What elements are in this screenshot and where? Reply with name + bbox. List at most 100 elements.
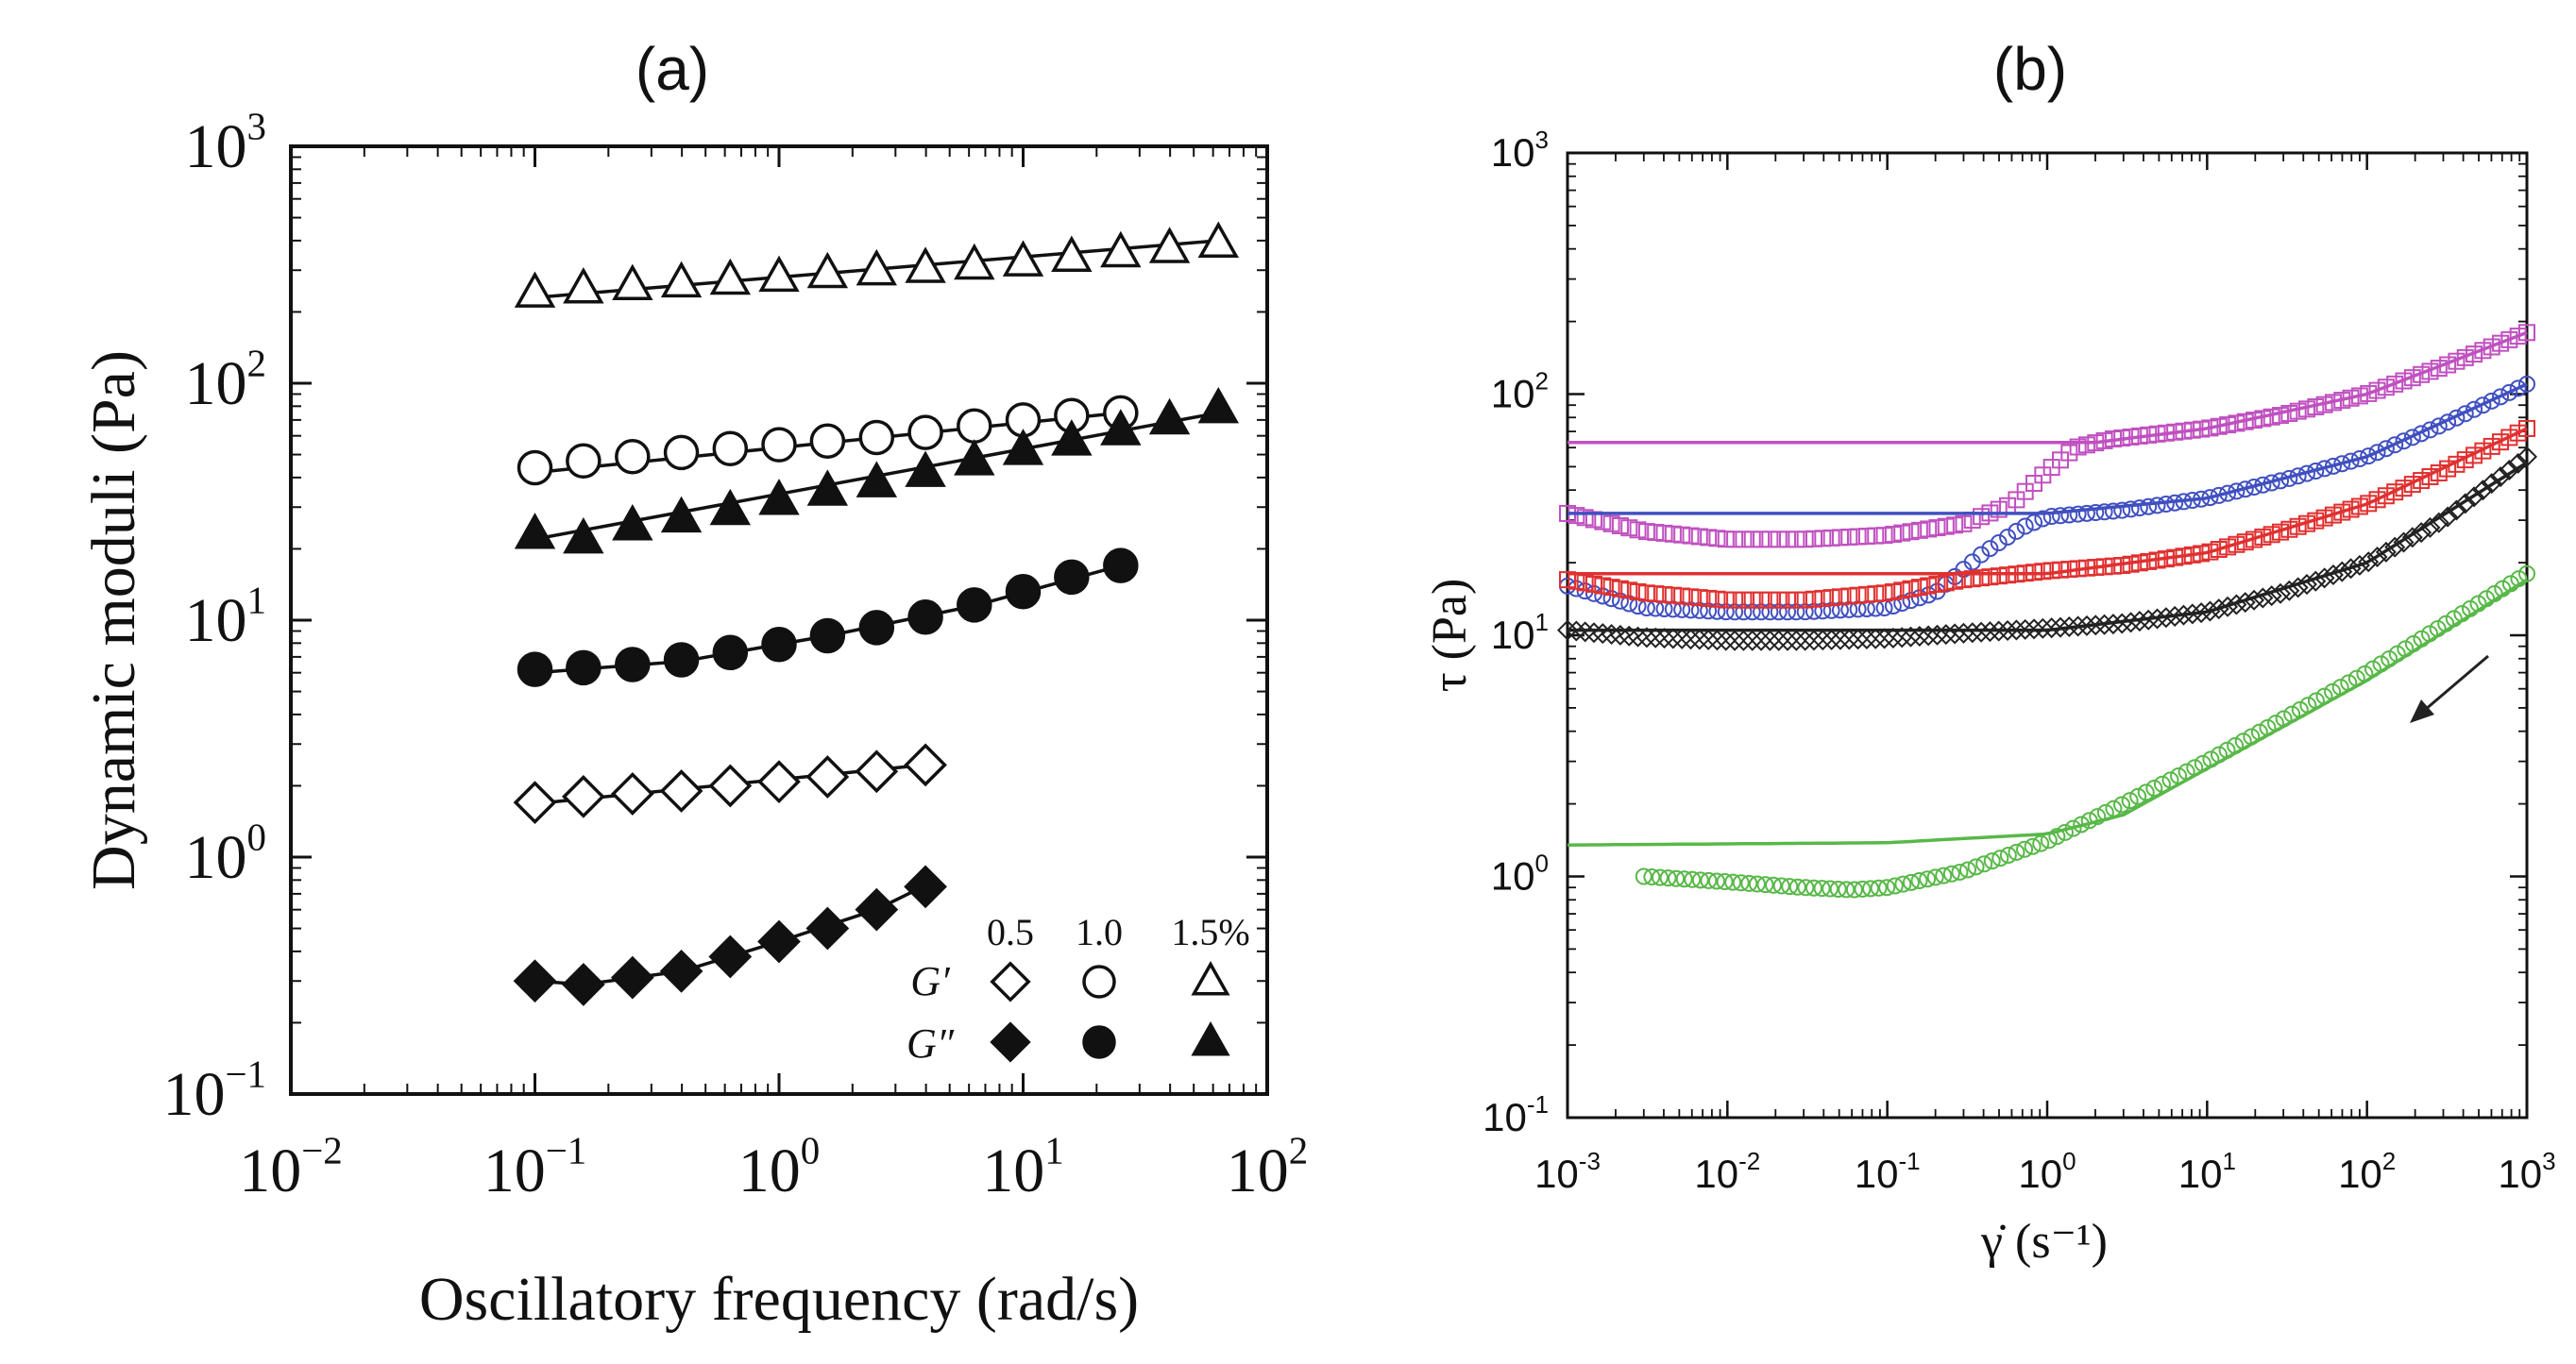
data-point-b xyxy=(2140,497,2158,515)
data-point-b xyxy=(2121,792,2139,810)
data-point-b xyxy=(1822,880,1839,898)
data-point-b xyxy=(2008,522,2025,540)
data-point-b xyxy=(1813,880,1831,898)
data-point-b xyxy=(1918,625,1940,647)
data-point-b xyxy=(2518,419,2535,437)
data-point-b xyxy=(1926,868,1944,886)
legend-label-g-double-prime: G″ xyxy=(907,1020,955,1067)
x-axis-label-a: Oscillatory frequency (rad/s) xyxy=(419,1265,1139,1334)
data-point-a xyxy=(659,949,703,993)
data-point-b xyxy=(1928,519,1946,537)
data-point-b xyxy=(2377,379,2395,396)
data-point-b xyxy=(1651,868,1669,886)
y-tick-label-b: 100 xyxy=(1491,850,1549,899)
data-point-b xyxy=(1910,521,1928,539)
data-point-b xyxy=(1664,525,1682,543)
data-point-b xyxy=(2210,541,2228,559)
data-point-b xyxy=(2509,424,2527,442)
data-point-b xyxy=(1786,630,1807,651)
data-point-b xyxy=(1788,591,1805,609)
data-point-b xyxy=(2095,503,2113,521)
data-point-b xyxy=(1829,880,1847,898)
data-point-a xyxy=(904,743,947,787)
data-point-b xyxy=(1556,619,1579,641)
data-point-b xyxy=(2181,603,2203,625)
data-point-a xyxy=(563,267,604,304)
data-point-b xyxy=(2113,501,2131,519)
data-point-a xyxy=(1148,227,1191,263)
data-point-b xyxy=(1983,852,2001,870)
data-point-b xyxy=(1708,530,1726,547)
data-point-a xyxy=(904,865,947,909)
data-point-b xyxy=(1973,546,1991,564)
data-point-b xyxy=(1664,600,1682,618)
data-point-b xyxy=(1886,877,1904,895)
data-point-b xyxy=(1618,625,1640,647)
data-point-b xyxy=(2386,375,2404,393)
data-point-b xyxy=(1770,530,1788,548)
data-point-b xyxy=(1973,508,1991,526)
data-point-b xyxy=(1990,567,2008,585)
data-point-b xyxy=(1902,592,1920,610)
data-point-b xyxy=(1690,589,1708,607)
data-point-b xyxy=(1717,591,1735,609)
panel-label-b: (b) xyxy=(1993,35,2067,103)
data-point-b xyxy=(1643,868,1661,886)
data-point-b xyxy=(1988,620,2009,642)
data-point-b xyxy=(1997,619,2019,642)
data-point-b xyxy=(2500,330,2518,348)
data-point-a xyxy=(858,610,895,646)
data-point-a xyxy=(709,488,752,526)
data-point-b xyxy=(2474,396,2492,414)
data-point-b xyxy=(2087,504,2105,522)
data-point-b xyxy=(1902,873,1920,891)
data-point-b xyxy=(1743,591,1761,609)
data-point-a xyxy=(806,469,849,506)
data-point-b xyxy=(2474,342,2492,360)
data-point-b xyxy=(2060,506,2078,524)
data-point-a xyxy=(1100,409,1142,446)
data-point-b xyxy=(2041,617,2062,639)
data-point-b xyxy=(1839,629,1860,650)
data-point-b xyxy=(1753,603,1771,621)
data-point-a xyxy=(957,587,992,623)
data-point-b xyxy=(1788,530,1805,548)
y-tick-label-b: 101 xyxy=(1491,608,1549,657)
data-point-b xyxy=(2077,436,2095,454)
data-point-b xyxy=(1942,865,1960,883)
arrow-head xyxy=(2410,699,2434,723)
data-point-b xyxy=(2419,516,2441,538)
data-point-b xyxy=(2008,843,2025,861)
data-point-b xyxy=(1602,579,1620,597)
data-point-b xyxy=(1726,591,1744,609)
data-point-b xyxy=(1854,880,1872,898)
data-point-b xyxy=(1659,869,1677,887)
y-tick-label-a: 103 xyxy=(185,105,266,181)
y-tick-label-b: 103 xyxy=(1491,126,1549,175)
x-tick-label-a: 100 xyxy=(738,1129,820,1205)
data-point-b xyxy=(2016,517,2034,535)
data-point-b xyxy=(1973,569,1991,587)
x-tick-labels-b: 10-3 10-2 10-1 100 101 102 103 xyxy=(1534,1147,2556,1196)
x-tick-label-b: 10-1 xyxy=(1855,1147,1921,1196)
data-point-b xyxy=(2500,429,2518,446)
data-point-b xyxy=(1753,591,1771,609)
data-point-a xyxy=(514,513,556,549)
data-point-b xyxy=(1849,600,1867,618)
data-point-b xyxy=(1761,530,1779,548)
x-tick-label-b: 102 xyxy=(2338,1147,2396,1196)
data-point-b xyxy=(1805,590,1822,608)
data-point-a xyxy=(712,430,749,466)
chart-b: (b) 10-3 10-2 10-1 100 101 102 103 10-1 100 101 1… xyxy=(1423,35,2556,1269)
data-point-a xyxy=(561,963,605,1006)
legend-marker-a xyxy=(990,1021,1031,1063)
data-point-b xyxy=(2191,602,2212,624)
data-point-b xyxy=(2067,615,2089,637)
data-point-b xyxy=(1602,514,1620,532)
data-point-b xyxy=(1779,603,1797,621)
data-point-a xyxy=(809,617,846,654)
data-point-b xyxy=(2368,381,2386,399)
data-point-a xyxy=(517,651,553,687)
